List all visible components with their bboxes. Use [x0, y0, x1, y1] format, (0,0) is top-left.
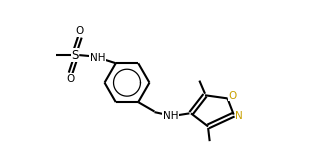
Text: O: O	[229, 91, 237, 101]
Text: S: S	[71, 49, 79, 62]
Text: NH: NH	[90, 53, 106, 63]
Text: O: O	[66, 74, 75, 84]
Text: NH: NH	[163, 111, 178, 121]
Text: O: O	[76, 26, 84, 36]
Text: N: N	[235, 111, 243, 121]
